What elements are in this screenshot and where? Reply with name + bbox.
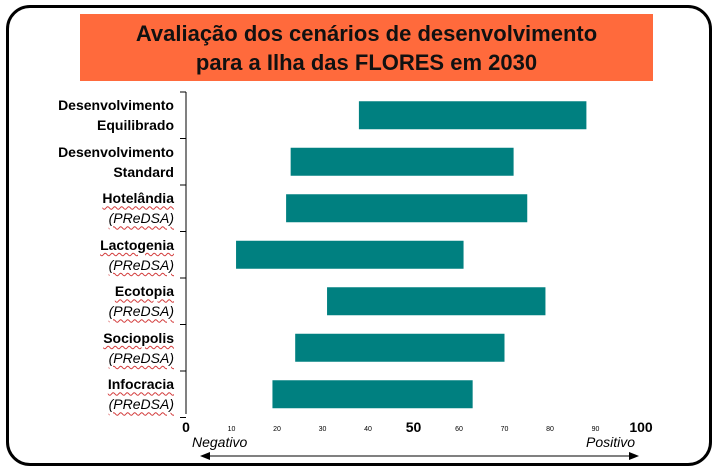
- x-tick-label: 10: [228, 426, 236, 433]
- category-label: Desenvolvimento Standard: [58, 142, 174, 182]
- category-label: Desenvolvimento Equilibrado: [58, 95, 174, 135]
- x-tick-label: 60: [455, 426, 463, 433]
- category-label: Sociopolis (PReDSA): [103, 328, 174, 368]
- x-tick-label: 20: [273, 426, 281, 433]
- x-tick-label: 0: [182, 419, 190, 435]
- category-label: Infocracia (PReDSA): [108, 374, 174, 414]
- range-bar: [272, 380, 473, 409]
- x-tick-label: 30: [319, 426, 327, 433]
- category-label: Lactogenia (PReDSA): [100, 235, 174, 275]
- category-subtitle: Standard: [113, 163, 174, 180]
- range-bar: [358, 101, 587, 130]
- category-name: Desenvolvimento: [58, 97, 174, 114]
- x-tick-label: 80: [546, 426, 554, 433]
- arrow-right-icon: [629, 452, 639, 460]
- x-tick-label: 50: [406, 419, 422, 435]
- category-label: Hotelândia (PReDSA): [102, 188, 174, 228]
- range-bar: [236, 240, 464, 269]
- category-name: Ecotopia: [114, 283, 174, 300]
- arrow-left-icon: [200, 452, 210, 460]
- category-name: Desenvolvimento: [58, 143, 174, 160]
- range-bar: [286, 194, 528, 223]
- category-subtitle: (PReDSA): [108, 210, 174, 227]
- category-subtitle: Equilibrado: [97, 117, 174, 134]
- x-tick-label: 90: [592, 426, 600, 433]
- category-label: Ecotopia (PReDSA): [109, 281, 174, 321]
- x-tick-label: 100: [629, 419, 653, 435]
- category-name: Lactogenia: [100, 236, 174, 253]
- x-label-negative: Negativo: [192, 434, 248, 450]
- category-subtitle: (PReDSA): [108, 349, 174, 366]
- x-tick-label: 40: [364, 426, 372, 433]
- x-tick-label: 70: [501, 426, 509, 433]
- category-name: Sociopolis: [103, 329, 174, 346]
- title-line-1: Avaliação dos cenários de desenvolviment…: [135, 20, 598, 46]
- category-name: Infocracia: [107, 376, 174, 393]
- range-bar: [290, 147, 514, 176]
- title-banner: Avaliação dos cenários de desenvolviment…: [80, 14, 653, 81]
- range-bar: [295, 333, 505, 362]
- x-label-positive: Positivo: [586, 434, 636, 450]
- range-bar: [327, 287, 546, 316]
- title-line-2: para a Ilha das FLORES em 2030: [195, 49, 538, 75]
- category-subtitle: (PReDSA): [108, 256, 174, 273]
- category-subtitle: (PReDSA): [108, 396, 174, 413]
- category-name: Hotelândia: [102, 190, 174, 207]
- category-subtitle: (PReDSA): [108, 303, 174, 320]
